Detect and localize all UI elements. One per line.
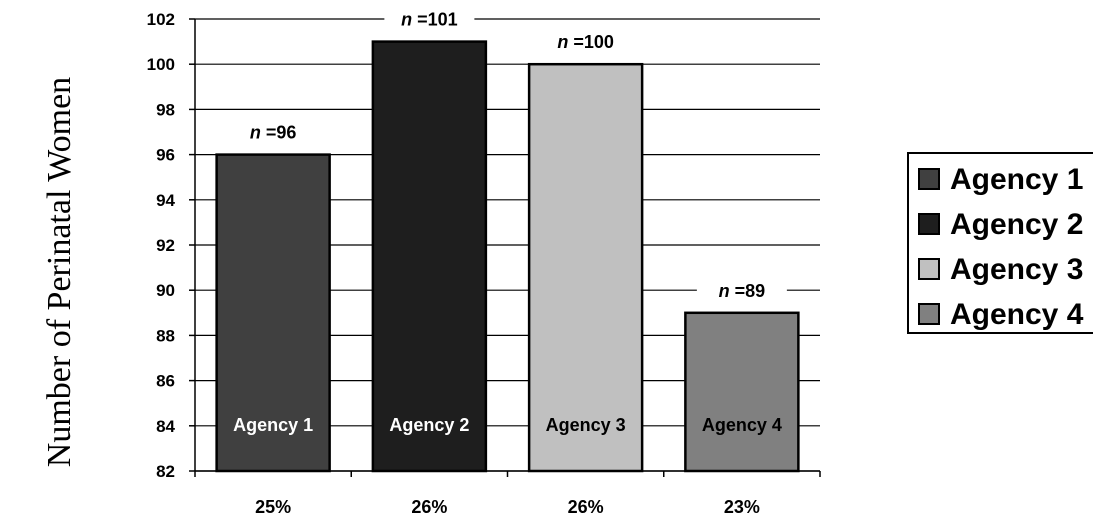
bar-inner-label: Agency 3 bbox=[546, 415, 626, 435]
y-tick-label: 96 bbox=[156, 146, 175, 165]
x-tick-label: 25% bbox=[255, 497, 291, 516]
legend: Agency 1 Agency 2 Agency 3 Agency 4 bbox=[907, 152, 1093, 334]
y-axis-title: Number of Perinatal Women bbox=[41, 77, 78, 467]
y-tick-label: 82 bbox=[156, 462, 175, 481]
y-tick-label: 94 bbox=[156, 191, 175, 210]
axes: 82 84 86 88 90 92 94 96 98 100 102 bbox=[147, 10, 821, 481]
y-tick-label: 88 bbox=[156, 326, 175, 345]
n-label-background bbox=[540, 30, 631, 55]
bar bbox=[371, 40, 488, 473]
y-tick-label: 92 bbox=[156, 236, 175, 255]
legend-label: Agency 4 bbox=[950, 298, 1084, 331]
n-label: n =89 bbox=[719, 281, 766, 301]
x-tick-label: 26% bbox=[568, 497, 604, 516]
n-label: n =96 bbox=[250, 123, 297, 143]
legend-swatch bbox=[918, 258, 940, 280]
y-tick-label: 84 bbox=[156, 417, 175, 436]
y-tick-label: 90 bbox=[156, 281, 175, 300]
x-tick-label: 23% bbox=[724, 497, 760, 516]
n-label-value: =101 bbox=[412, 10, 458, 30]
legend-swatch bbox=[918, 168, 940, 190]
n-label-prefix: n bbox=[250, 123, 261, 143]
n-label-prefix: n bbox=[401, 10, 412, 30]
n-label: n =100 bbox=[557, 32, 614, 52]
y-tick-label: 86 bbox=[156, 372, 175, 391]
n-label-prefix: n bbox=[719, 281, 730, 301]
bar-inner-label: Agency 2 bbox=[389, 415, 469, 435]
n-label-value: =96 bbox=[261, 123, 297, 143]
y-tick-label: 102 bbox=[147, 10, 175, 29]
n-label-value: =100 bbox=[568, 32, 614, 52]
bars bbox=[215, 40, 800, 473]
n-label-background bbox=[384, 7, 475, 32]
legend-swatch bbox=[918, 303, 940, 325]
legend-label: Agency 3 bbox=[950, 253, 1083, 286]
n-label-background bbox=[228, 120, 319, 145]
n-label-value: =89 bbox=[730, 281, 766, 301]
legend-label: Agency 2 bbox=[950, 208, 1083, 241]
bar-inner-label: Agency 4 bbox=[702, 415, 782, 435]
labels: Agency 1 25% n =96 Agency 2 26% n =101 Agency … bbox=[228, 7, 787, 516]
legend-swatch bbox=[918, 213, 940, 235]
bar bbox=[527, 62, 644, 473]
legend-label: Agency 1 bbox=[950, 163, 1083, 196]
bar bbox=[215, 153, 331, 473]
x-tick-label: 26% bbox=[411, 497, 447, 516]
y-tick-label: 100 bbox=[147, 55, 175, 74]
y-tick-label: 98 bbox=[156, 100, 175, 119]
bar bbox=[684, 311, 800, 473]
bar-inner-label: Agency 1 bbox=[233, 415, 313, 435]
n-label: n =101 bbox=[401, 10, 458, 30]
n-label-prefix: n bbox=[557, 32, 568, 52]
n-label-background bbox=[696, 278, 787, 303]
